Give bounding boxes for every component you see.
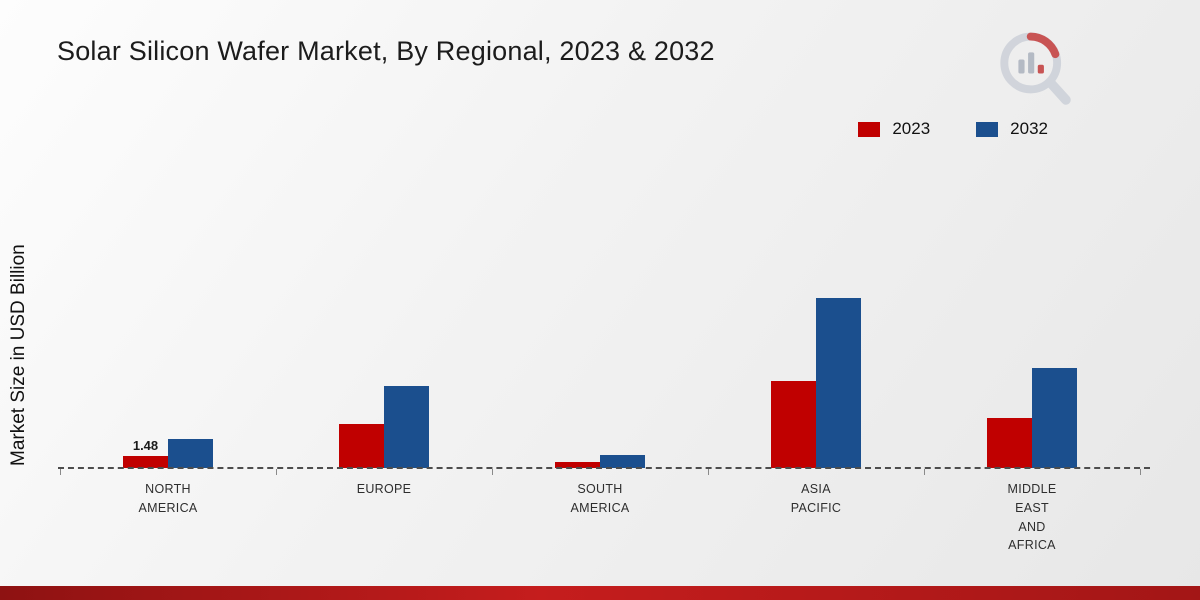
axis-tick	[924, 469, 925, 475]
legend: 2023 2032	[858, 119, 1048, 139]
chart-title: Solar Silicon Wafer Market, By Regional,…	[57, 36, 715, 66]
legend-label: 2032	[1010, 119, 1048, 138]
legend-label: 2023	[892, 119, 931, 138]
bar-2032-asia-pacific	[816, 298, 861, 468]
brand-logo-icon	[990, 26, 1082, 114]
bar-2023-north-america: 1.48	[123, 438, 168, 468]
axis-tick	[276, 469, 277, 475]
x-axis-baseline	[58, 467, 1150, 469]
category-label: SOUTH AMERICA	[570, 482, 630, 515]
legend-item-2023: 2023	[858, 119, 930, 139]
bar-2023-middle-east-and-africa	[987, 418, 1032, 468]
plot-area: 1.48 NORTH AMERICA EUROPE SOUTH AMERICA ASIA…	[60, 148, 1140, 552]
bar-group-europe: EUROPE	[339, 148, 429, 496]
category-label: MIDDLE EAST AND AFRICA	[1007, 482, 1057, 553]
bar-group-south-america: SOUTH AMERICA	[555, 148, 645, 515]
bar-2023-europe	[339, 424, 384, 468]
bar-2032-south-america	[600, 455, 645, 468]
y-axis-label: Market Size in USD Billion	[8, 244, 29, 466]
bar-group-asia-pacific: ASIA PACIFIC	[771, 148, 861, 515]
bar-2023-asia-pacific	[771, 381, 816, 468]
bar-2023-south-america	[555, 462, 600, 468]
bar-value-label: 1.48	[132, 438, 159, 453]
category-label: NORTH AMERICA	[138, 482, 198, 515]
axis-tick	[60, 469, 61, 475]
bar-2032-europe	[384, 386, 429, 468]
bar-group-north-america: 1.48 NORTH AMERICA	[123, 148, 213, 515]
axis-tick	[708, 469, 709, 475]
bar-2032-north-america	[168, 439, 213, 468]
category-label: ASIA PACIFIC	[790, 482, 842, 515]
legend-swatch-icon	[858, 121, 881, 137]
bottom-accent-bar	[0, 586, 1200, 600]
bar-group-middle-east-and-africa: MIDDLE EAST AND AFRICA	[987, 148, 1077, 552]
legend-item-2032: 2032	[976, 119, 1048, 139]
legend-swatch-icon	[976, 121, 999, 137]
category-label: EUROPE	[356, 482, 412, 496]
axis-tick	[1140, 469, 1141, 475]
axis-tick	[492, 469, 493, 475]
bar-2032-middle-east-and-africa	[1032, 368, 1077, 468]
